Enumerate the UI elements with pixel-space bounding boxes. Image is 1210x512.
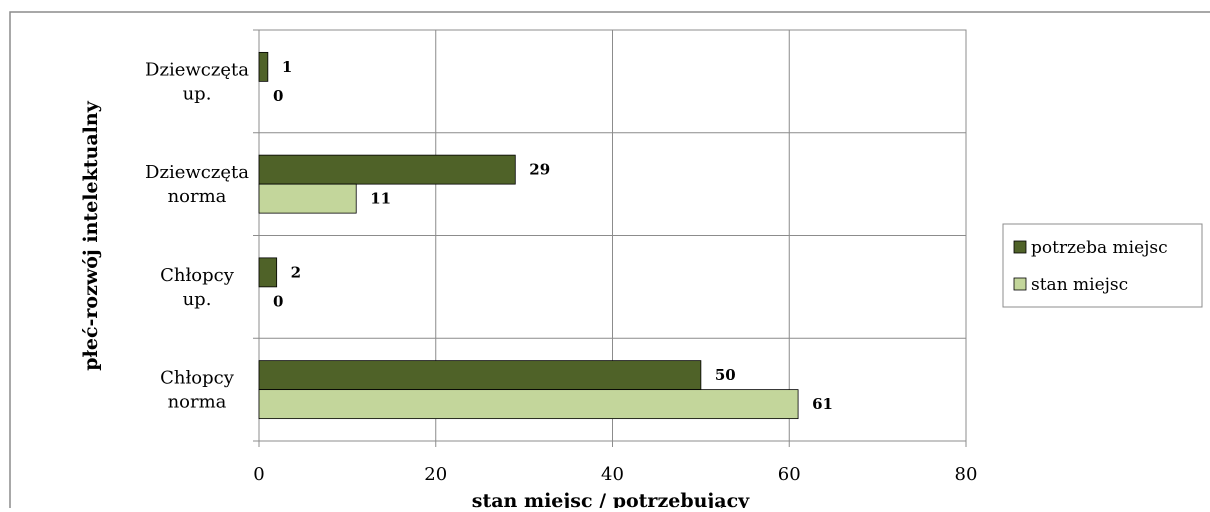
bar-stan <box>258 183 357 214</box>
data-label: 29 <box>529 161 550 179</box>
category-label: Dziewczęta <box>145 162 249 183</box>
category-label: norma <box>168 186 227 207</box>
bar-potrzeba <box>258 154 516 185</box>
x-axis-title: stan miejsc / potrzebujący <box>472 490 750 508</box>
data-label: 2 <box>291 263 301 281</box>
category-label: Dziewczęta <box>145 59 249 80</box>
data-label: 61 <box>812 395 833 413</box>
data-label: 0 <box>273 87 283 105</box>
x-tick-label: 80 <box>955 464 978 485</box>
x-tick-label: 60 <box>778 464 801 485</box>
data-label: 0 <box>273 292 283 310</box>
legend-swatch <box>1013 240 1027 254</box>
x-tick-label: 40 <box>601 464 624 485</box>
category-label: Chłopcy <box>160 265 235 286</box>
bars <box>258 51 799 420</box>
x-tick-label: 0 <box>253 464 264 485</box>
legend-label: stan miejsc <box>1031 275 1128 295</box>
y-axis-title: płeć-rozwój intelektualny <box>80 100 102 370</box>
category-label: norma <box>168 392 227 413</box>
bar-potrzeba <box>258 51 269 82</box>
legend-swatch <box>1013 277 1027 291</box>
axes: Dziewczęta up. Dziewczęta norma Chłopcy up. Ch… <box>80 29 978 512</box>
category-label: Chłopcy <box>160 368 235 389</box>
category-label: up. <box>183 83 212 104</box>
data-label: 1 <box>282 58 292 76</box>
bar-stan <box>258 389 799 420</box>
bar-potrzeba <box>258 257 278 288</box>
chart-frame <box>9 11 1210 508</box>
legend: potrzeba miejsc stan miejsc <box>1002 223 1203 308</box>
legend-box <box>1002 223 1203 308</box>
data-label: 11 <box>370 190 391 208</box>
legend-label: potrzeba miejsc <box>1031 238 1168 258</box>
x-tick-label: 20 <box>424 464 447 485</box>
category-label: up. <box>183 289 212 310</box>
data-label: 50 <box>715 366 736 384</box>
bar-potrzeba <box>258 360 702 391</box>
